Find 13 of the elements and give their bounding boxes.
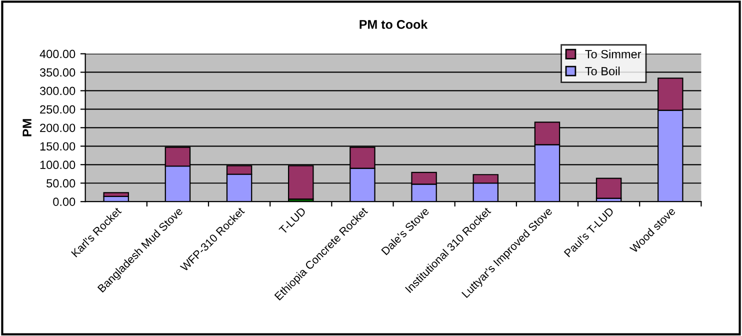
y-tick-label: 200.00 (40, 124, 76, 132)
y-tick-label: 250.00 (40, 105, 76, 114)
y-tick-label: 100.00 (40, 160, 76, 170)
y-tick-label: 300.00 (40, 86, 76, 96)
y-tick-label: 0.00 (53, 198, 76, 206)
legend-label: To Boil (585, 66, 620, 76)
y-tick-label: 400.00 (40, 50, 76, 58)
y-tick-label: 350.00 (40, 68, 76, 77)
chart-title: PM to Cook (360, 20, 428, 29)
y-tick-label: 150.00 (40, 142, 76, 151)
legend-label: To Simmer (585, 50, 642, 58)
y-axis-title: PM (22, 119, 32, 136)
y-tick-label: 50.00 (46, 179, 76, 188)
